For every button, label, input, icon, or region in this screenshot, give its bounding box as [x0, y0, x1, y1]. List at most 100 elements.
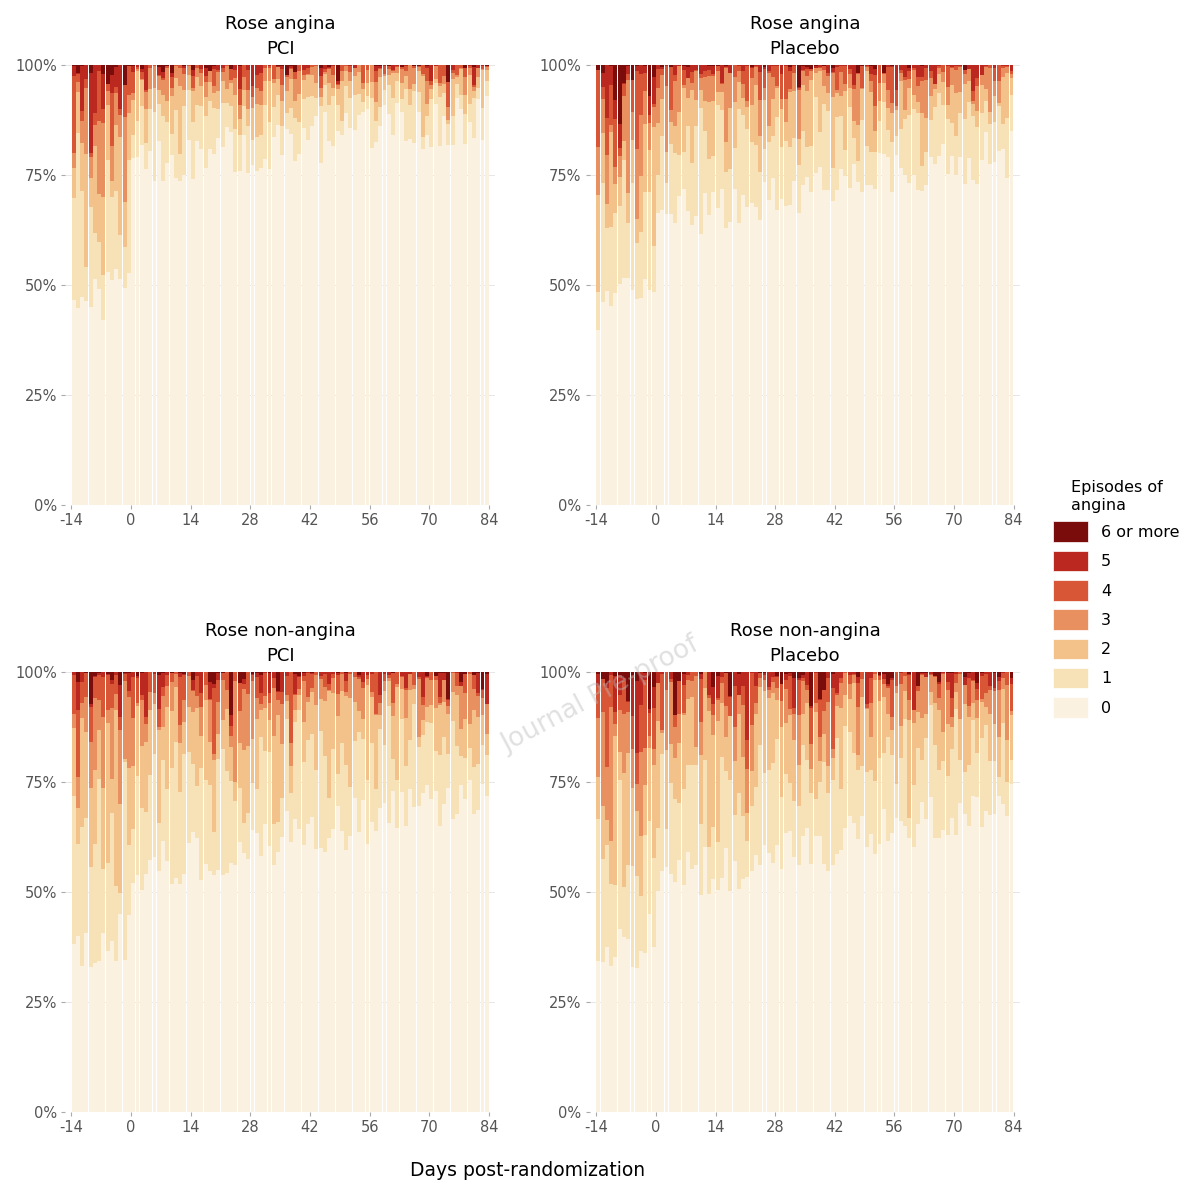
Bar — [852, 164, 856, 504]
Bar — [182, 73, 186, 90]
Bar — [413, 672, 416, 685]
Bar — [301, 80, 306, 99]
Bar — [937, 93, 941, 156]
Bar — [784, 774, 787, 833]
Bar — [937, 672, 941, 682]
Bar — [665, 183, 668, 213]
Bar — [997, 103, 1001, 105]
Bar — [310, 66, 314, 67]
Bar — [805, 690, 809, 703]
Bar — [119, 279, 122, 504]
Bar — [937, 770, 941, 837]
Bar — [703, 672, 707, 688]
Bar — [847, 672, 852, 676]
Bar — [293, 119, 298, 161]
Bar — [712, 736, 715, 827]
Bar — [830, 72, 834, 73]
Bar — [715, 700, 720, 721]
Bar — [989, 164, 992, 504]
Bar — [119, 672, 122, 685]
Bar — [328, 68, 331, 83]
Bar — [122, 760, 127, 762]
Bar — [844, 84, 847, 91]
Bar — [805, 685, 809, 690]
Bar — [234, 65, 238, 71]
Bar — [378, 730, 383, 807]
Bar — [899, 673, 902, 684]
Bar — [127, 66, 131, 95]
Bar — [640, 951, 643, 1112]
Bar — [144, 725, 148, 742]
Bar — [640, 232, 643, 297]
Bar — [784, 689, 787, 724]
Bar — [366, 83, 370, 97]
Bar — [152, 65, 156, 66]
Bar — [626, 74, 630, 80]
Bar — [971, 101, 976, 103]
Bar — [959, 719, 962, 760]
Bar — [874, 854, 877, 1112]
Bar — [84, 267, 89, 302]
Bar — [336, 89, 340, 105]
Bar — [463, 78, 467, 95]
Bar — [835, 738, 839, 854]
Bar — [106, 672, 109, 674]
Bar — [361, 65, 365, 83]
Bar — [652, 127, 655, 246]
Bar — [601, 99, 605, 133]
Bar — [460, 685, 463, 728]
Bar — [425, 722, 430, 786]
Bar — [289, 842, 293, 1112]
Bar — [635, 754, 638, 783]
Bar — [224, 672, 229, 690]
Bar — [877, 121, 882, 153]
Bar — [97, 731, 101, 779]
Bar — [626, 66, 630, 74]
Bar — [745, 672, 750, 739]
Bar — [102, 718, 106, 788]
Bar — [857, 65, 860, 73]
Bar — [912, 847, 916, 1112]
Bar — [758, 135, 762, 173]
Bar — [127, 915, 131, 1112]
Bar — [336, 673, 340, 674]
Bar — [695, 126, 698, 216]
Bar — [920, 801, 924, 1112]
Bar — [715, 92, 720, 105]
Bar — [438, 702, 442, 704]
Bar — [212, 155, 216, 504]
Bar — [204, 116, 208, 168]
Bar — [890, 680, 894, 716]
Bar — [809, 192, 814, 504]
Bar — [348, 98, 353, 128]
Bar — [1006, 117, 1009, 179]
Bar — [229, 105, 233, 132]
Bar — [762, 676, 767, 680]
Bar — [336, 716, 340, 774]
Bar — [907, 71, 911, 79]
Bar — [199, 107, 203, 150]
Bar — [613, 65, 617, 101]
Bar — [673, 727, 677, 758]
Bar — [139, 105, 144, 145]
Bar — [242, 90, 246, 105]
Bar — [229, 748, 233, 781]
Bar — [348, 66, 353, 72]
Bar — [916, 113, 919, 190]
Bar — [476, 718, 480, 763]
Bar — [809, 708, 814, 744]
Bar — [962, 119, 967, 184]
Bar — [865, 71, 869, 145]
Bar — [122, 288, 127, 504]
Bar — [1006, 740, 1009, 782]
Bar — [178, 155, 182, 181]
Bar — [254, 103, 259, 137]
Bar — [780, 73, 784, 98]
Bar — [323, 65, 326, 69]
Bar — [152, 704, 156, 755]
Bar — [178, 677, 182, 725]
Bar — [251, 65, 254, 86]
Bar — [979, 738, 984, 827]
Bar — [610, 126, 613, 132]
Bar — [839, 788, 844, 849]
